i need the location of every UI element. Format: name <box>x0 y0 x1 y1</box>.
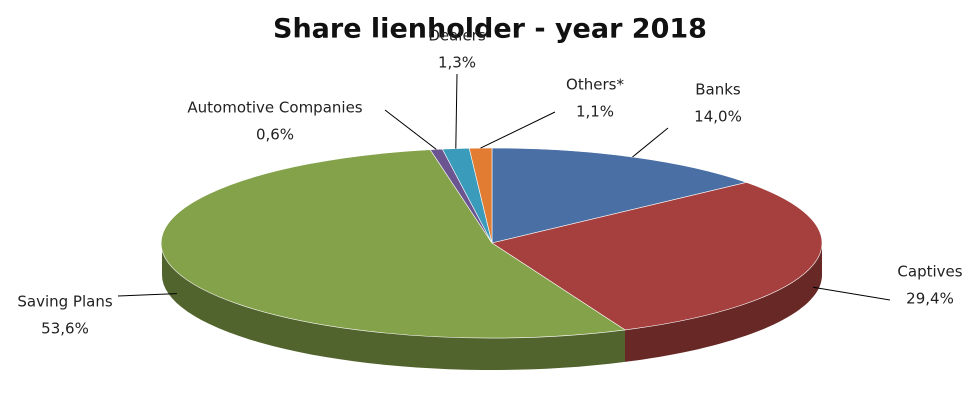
slice-value-label: 1,3% <box>438 54 476 72</box>
slice <box>491 147 748 244</box>
slice-value-label: 14,0% <box>694 108 742 126</box>
leader-line <box>384 109 437 150</box>
chart-title: Share lienholder - year 2018 <box>273 14 707 45</box>
leader-line <box>455 73 458 149</box>
slice-label: Captives <box>897 263 962 281</box>
slice-value-label: 0,6% <box>256 126 294 144</box>
slice-label: Banks <box>695 81 741 99</box>
slice-side <box>625 243 822 362</box>
leader-line <box>117 293 177 297</box>
slice-label: Dealers <box>428 27 486 45</box>
slice-value-label: 1,1% <box>576 103 614 121</box>
leader-line <box>632 127 669 158</box>
slice-side <box>162 243 625 370</box>
slice-value-label: 53,6% <box>41 320 89 338</box>
slice <box>491 182 823 331</box>
slice <box>160 149 626 339</box>
slice-label: Saving Plans <box>17 293 112 311</box>
leader-line <box>813 286 891 301</box>
slice-label: Others* <box>566 76 624 94</box>
leader-line <box>480 111 556 149</box>
slice-value-label: 29,4% <box>906 290 954 308</box>
slice-label: Automotive Companies <box>187 99 362 117</box>
